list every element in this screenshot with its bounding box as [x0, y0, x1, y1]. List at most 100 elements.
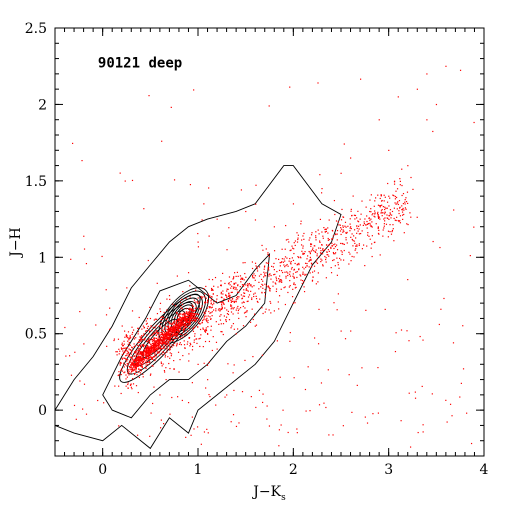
data-point: [303, 281, 305, 283]
data-point: [142, 355, 144, 357]
data-point: [371, 221, 373, 223]
data-point: [161, 348, 163, 350]
data-point: [322, 237, 324, 239]
contour-layer: [54, 165, 342, 450]
data-point: [302, 245, 304, 247]
data-point: [313, 265, 316, 267]
data-point: [288, 260, 290, 262]
data-point: [311, 280, 314, 282]
data-point: [399, 178, 401, 180]
data-point: [244, 359, 246, 362]
data-point: [191, 310, 193, 312]
data-point: [426, 119, 428, 121]
data-point: [322, 235, 324, 237]
data-point: [221, 305, 223, 307]
data-point: [153, 337, 155, 340]
data-point: [237, 296, 239, 298]
data-point: [339, 257, 341, 260]
data-point: [117, 374, 119, 377]
data-point: [185, 297, 187, 300]
data-point: [159, 427, 162, 429]
data-point: [139, 361, 141, 364]
data-point: [334, 252, 337, 254]
data-point: [175, 323, 178, 326]
data-point: [229, 296, 231, 299]
data-point: [120, 373, 122, 376]
data-point: [199, 328, 202, 331]
data-point: [137, 356, 140, 358]
data-point: [197, 297, 199, 299]
data-point: [130, 368, 133, 370]
data-point: [287, 265, 289, 267]
data-point: [113, 338, 116, 340]
data-point: [251, 276, 254, 278]
data-point: [279, 262, 281, 264]
data-point: [344, 225, 346, 227]
data-point: [399, 207, 401, 209]
data-point: [173, 327, 175, 329]
data-point: [188, 324, 190, 326]
data-point: [396, 188, 399, 190]
data-point: [179, 319, 182, 322]
data-point: [197, 326, 199, 328]
data-point: [135, 385, 138, 387]
data-point: [208, 305, 210, 308]
data-point: [294, 302, 296, 304]
data-point: [150, 412, 152, 414]
data-point: [193, 341, 195, 343]
data-point: [322, 250, 324, 252]
data-point: [285, 224, 287, 227]
data-point: [193, 313, 195, 315]
data-point: [116, 354, 118, 356]
data-point: [234, 288, 236, 290]
data-point: [134, 351, 136, 353]
data-point: [125, 385, 127, 387]
data-point: [310, 243, 313, 245]
data-point: [135, 366, 138, 368]
data-point: [188, 336, 190, 339]
data-point: [371, 226, 373, 228]
data-point: [356, 252, 358, 254]
data-point: [164, 343, 166, 345]
data-point: [170, 328, 172, 330]
data-point: [225, 319, 227, 321]
data-point: [406, 223, 408, 225]
data-point: [160, 361, 162, 363]
data-point: [135, 359, 137, 361]
data-point: [142, 361, 145, 363]
data-point: [177, 330, 180, 332]
data-point: [381, 199, 383, 202]
data-point: [155, 344, 158, 346]
y-tick-label: 1: [38, 250, 47, 266]
y-tick-label: 1.5: [25, 174, 47, 190]
data-point: [293, 242, 295, 244]
data-point: [165, 333, 167, 335]
data-point: [289, 279, 291, 282]
data-point: [165, 318, 167, 320]
data-point: [153, 386, 155, 388]
data-point: [162, 351, 164, 353]
data-point: [342, 229, 344, 231]
data-point: [278, 278, 280, 280]
data-point: [336, 257, 338, 259]
data-point: [309, 272, 311, 274]
data-point: [143, 358, 145, 360]
data-point: [180, 328, 182, 330]
data-point: [187, 272, 190, 274]
data-point: [171, 396, 173, 399]
data-point: [373, 241, 376, 244]
data-point: [439, 246, 441, 249]
data-point: [334, 253, 336, 255]
data-point: [127, 372, 129, 375]
data-point: [369, 199, 371, 201]
data-point: [143, 208, 145, 210]
data-point: [205, 285, 207, 288]
data-point: [191, 304, 193, 306]
data-point: [378, 119, 380, 121]
data-point: [141, 365, 143, 367]
data-point: [160, 321, 162, 324]
data-point: [148, 355, 150, 357]
data-point: [160, 318, 162, 321]
data-point: [160, 316, 162, 318]
data-point: [167, 333, 169, 335]
